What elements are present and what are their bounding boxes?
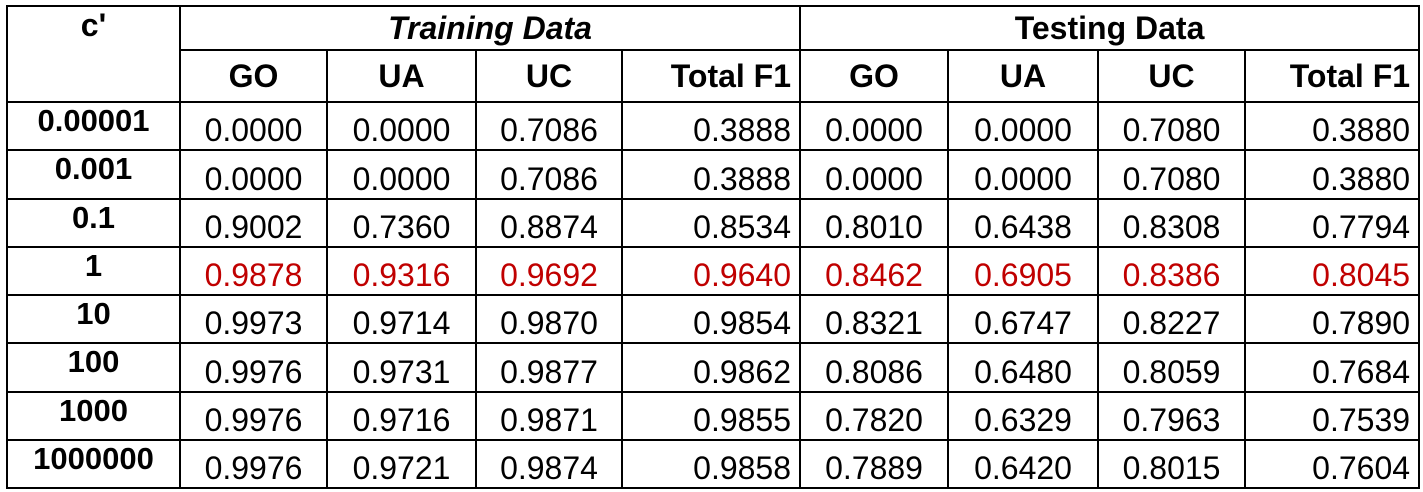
table-body: 0.00001 0.0000 0.0000 0.7086 0.3888 0.0000 0.0… (6, 100, 1421, 490)
row-label-c: 0.00001 (6, 100, 181, 152)
table-cell: 0.3880 (1244, 149, 1421, 200)
table-cell: 0.9002 (179, 197, 328, 248)
table-row: 0.00001 0.0000 0.0000 0.7086 0.3888 0.0000 0.0… (6, 100, 1421, 152)
table-cell: 0.9877 (475, 342, 623, 393)
table-cell: 0.8386 (1097, 245, 1247, 297)
table-cell: 0.3880 (1244, 100, 1421, 152)
column-header: GO (179, 49, 328, 103)
table-cell: 0.6905 (947, 245, 1100, 297)
table-cell: 0.6329 (947, 390, 1100, 441)
results-table: c' Training Data Testing Data GO UA UC T… (6, 5, 1421, 490)
table-cell: 0.7360 (326, 197, 477, 248)
table-cell: 0.0000 (326, 149, 477, 200)
training-data-label: Training Data (388, 9, 592, 46)
table-cell: 0.0000 (947, 100, 1100, 152)
table-cell: 0.7684 (1244, 342, 1421, 393)
table-cell: 0.7080 (1097, 149, 1247, 200)
table-row: 100 0.9976 0.9731 0.9877 0.9862 0.8086 0.6480 0… (6, 342, 1421, 393)
table-cell: 0.6747 (947, 293, 1100, 345)
table-cell: 0.8086 (799, 342, 950, 393)
table-cell: 0.9874 (475, 438, 623, 490)
row-label-c: 10 (6, 293, 181, 345)
testing-data-header: Testing Data (799, 5, 1421, 51)
table-cell: 0.8045 (1244, 245, 1421, 297)
column-header: GO (799, 49, 950, 103)
table-row: 1000000 0.9976 0.9721 0.9874 0.9858 0.7889 0.6… (6, 438, 1421, 490)
table-cell: 0.8227 (1097, 293, 1247, 345)
table-cell: 0.6420 (947, 438, 1100, 490)
table-cell: 0.7820 (799, 390, 950, 441)
table-cell: 0.9692 (475, 245, 623, 297)
column-header: UA (947, 49, 1100, 103)
table-cell: 0.8308 (1097, 197, 1247, 248)
table-cell: 0.7086 (475, 149, 623, 200)
table-cell: 0.9973 (179, 293, 328, 345)
column-header: Total F1 (620, 49, 802, 103)
group-header-row: c' Training Data Testing Data (6, 5, 1421, 103)
row-label-c: 100 (6, 342, 181, 393)
table-row: 1000 0.9976 0.9716 0.9871 0.9855 0.7820 0.6329… (6, 390, 1421, 441)
table-cell: 0.8874 (475, 197, 623, 248)
table-cell: 0.9976 (179, 438, 328, 490)
table-cell: 0.9871 (475, 390, 623, 441)
table-cell: 0.8462 (799, 245, 950, 297)
table-cell: 0.0000 (179, 100, 328, 152)
table-cell: 0.9731 (326, 342, 477, 393)
table-cell: 0.9316 (326, 245, 477, 297)
table-cell: 0.9858 (620, 438, 802, 490)
table-cell: 0.7794 (1244, 197, 1421, 248)
table-cell: 0.6480 (947, 342, 1100, 393)
table-cell: 0.7604 (1244, 438, 1421, 490)
row-label-c: 1000 (6, 390, 181, 441)
table-cell: 0.9721 (326, 438, 477, 490)
table-cell: 0.8015 (1097, 438, 1247, 490)
table-cell: 0.8010 (799, 197, 950, 248)
table-cell: 0.9878 (179, 245, 328, 297)
training-data-header: Training Data (178, 5, 802, 51)
table-cell: 0.0000 (799, 100, 950, 152)
table-cell: 0.7889 (799, 438, 950, 490)
table-cell: 0.9870 (475, 293, 623, 345)
table-cell: 0.6438 (947, 197, 1100, 248)
table-header: c' Training Data Testing Data GO UA UC T… (6, 5, 1421, 103)
row-label-c: 1000000 (6, 438, 181, 490)
row-label-c: 0.1 (6, 197, 181, 248)
table-cell: 0.9855 (620, 390, 802, 441)
table-cell: 0.7963 (1097, 390, 1247, 441)
table-cell: 0.7890 (1244, 293, 1421, 345)
table-cell: 0.7539 (1244, 390, 1421, 441)
table-row: 1 0.9878 0.9316 0.9692 0.9640 0.8462 0.6905 0.8… (6, 245, 1421, 297)
table-cell: 0.0000 (326, 100, 477, 152)
table-cell: 0.8321 (799, 293, 950, 345)
column-header: UC (475, 49, 623, 103)
table-cell: 0.7086 (475, 100, 623, 152)
metric-header-row: GO UA UC Total F1 GO UA UC Total F1 (7, 49, 1421, 103)
row-label-c: 1 (6, 245, 181, 297)
row-label-c: 0.001 (6, 149, 181, 200)
table-row: 0.001 0.0000 0.0000 0.7086 0.3888 0.0000 0.000… (6, 149, 1421, 200)
table-cell: 0.9976 (179, 390, 328, 441)
table-cell: 0.0000 (799, 149, 950, 200)
c-prime-header: c' (6, 5, 181, 103)
table-row: 0.1 0.9002 0.7360 0.8874 0.8534 0.8010 0.6438 0… (6, 197, 1421, 248)
table-cell: 0.9640 (620, 245, 802, 297)
table-cell: 0.9716 (326, 390, 477, 441)
table-cell: 0.3888 (620, 149, 802, 200)
table-cell: 0.9862 (620, 342, 802, 393)
table-cell: 0.9714 (326, 293, 477, 345)
table-cell: 0.8534 (620, 197, 802, 248)
column-header: Total F1 (1244, 49, 1421, 103)
table-cell: 0.9976 (179, 342, 328, 393)
column-header: UC (1097, 49, 1247, 103)
table-row: 10 0.9973 0.9714 0.9870 0.9854 0.8321 0.6747 0.… (6, 293, 1421, 345)
table-cell: 0.8059 (1097, 342, 1247, 393)
table-cell: 0.0000 (179, 149, 328, 200)
table-cell: 0.9854 (620, 293, 802, 345)
table-cell: 0.7080 (1097, 100, 1247, 152)
column-header: UA (326, 49, 477, 103)
table-cell: 0.3888 (620, 100, 802, 152)
table-cell: 0.0000 (947, 149, 1100, 200)
